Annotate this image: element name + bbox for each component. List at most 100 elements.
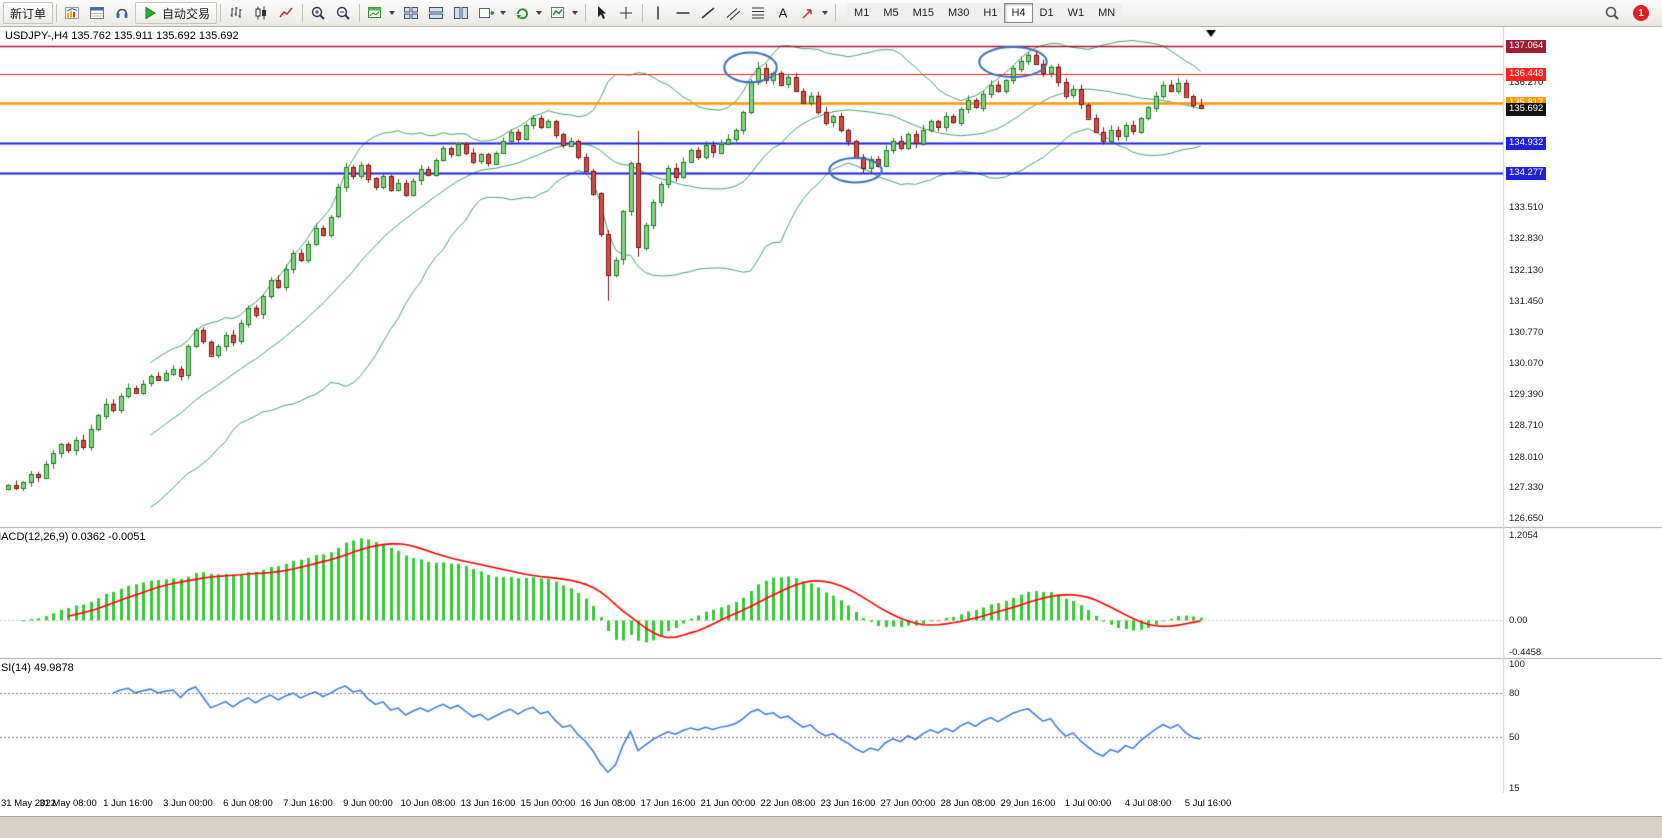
vertical-line-button[interactable] (646, 2, 671, 24)
timeframe-M30[interactable]: M30 (941, 3, 977, 23)
macd-scale-label: 1.2054 (1509, 530, 1539, 541)
crosshair-button[interactable] (614, 2, 639, 24)
time-label: 13 Jun 16:00 (460, 798, 516, 809)
chart-canvas[interactable] (0, 26, 1662, 838)
rsi-scale-label: 80 (1509, 688, 1520, 700)
time-label: 5 Jul 16:00 (1184, 798, 1232, 809)
price-axis[interactable]: 136.995 136.270 133.510 132.830 132.130 131.4… (1503, 26, 1662, 794)
timeframe-M5[interactable]: M5 (876, 3, 906, 23)
horizontal-line-button[interactable] (671, 2, 696, 24)
candles-chart-button[interactable] (249, 2, 274, 24)
rsi-scale-label: 100 (1509, 659, 1525, 670)
toolbar-separator (359, 4, 361, 22)
price-tick-label: 128.710 (1509, 419, 1544, 431)
toolbar-separator (585, 4, 587, 22)
dropdown-caret-icon (572, 11, 579, 15)
time-label: 21 Jun 00:00 (700, 798, 756, 809)
cursor-icon (593, 5, 610, 21)
horizontal-line-icon (675, 5, 692, 21)
autotrading-button-label: 自动交易 (162, 6, 211, 21)
dropdown-caret-icon (822, 11, 829, 15)
time-label: 7 Jun 16:00 (283, 798, 333, 809)
timeframe-MN[interactable]: MN (1091, 3, 1123, 23)
toolbar-right: 1 (1600, 2, 1659, 24)
autotrading-button[interactable]: 自动交易 (135, 2, 218, 24)
text-button[interactable]: A (771, 2, 796, 24)
bars-chart-icon (228, 5, 245, 21)
price-tick-label: 133.510 (1509, 202, 1544, 214)
time-label: 31 May 2022 (1, 798, 56, 809)
time-label: 1 Jul 00:00 (1064, 798, 1112, 809)
window-bottom-edge (0, 816, 1662, 838)
data-window-button[interactable] (85, 2, 110, 24)
timeframe-D1[interactable]: D1 (1032, 3, 1061, 23)
notification-badge[interactable]: 1 (1633, 5, 1649, 21)
tile-horizontal-icon (428, 5, 445, 21)
candles-chart-icon (253, 5, 270, 21)
new-chart-button[interactable] (363, 2, 399, 24)
toolbar-separator (56, 4, 58, 22)
price-tick-label: 126.650 (1509, 513, 1544, 525)
timeframe-M1[interactable]: M1 (847, 3, 877, 23)
price-tick-label: 127.330 (1509, 482, 1544, 494)
zoom-out-button[interactable] (331, 2, 356, 24)
auto-scroll-button[interactable] (510, 2, 546, 24)
dropdown-caret-icon (389, 11, 396, 15)
time-axis[interactable]: 31 May 2022 31 May 08:00 1 Jun 16:00 3 Jun … (0, 793, 1662, 816)
price-tick-label: 132.830 (1509, 233, 1544, 245)
arrows-button[interactable] (796, 2, 832, 24)
price-tick-label: 136.995 (1509, 44, 1544, 56)
indicators-icon (550, 5, 567, 21)
new-order-button[interactable]: 新订单 (3, 2, 54, 24)
tile-vertical-button[interactable] (449, 2, 474, 24)
tile-vertical-icon (453, 5, 470, 21)
time-label: 4 Jul 08:00 (1124, 798, 1172, 809)
price-tick-label: 132.130 (1509, 264, 1544, 276)
bars-chart-button[interactable] (224, 2, 249, 24)
time-label: 9 Jun 00:00 (343, 798, 393, 809)
tile-windows-button[interactable] (399, 2, 424, 24)
rsi-scale-label: 50 (1509, 731, 1520, 743)
search-button[interactable] (1600, 2, 1625, 24)
cursor-button[interactable] (589, 2, 614, 24)
toolbar-separator (220, 4, 222, 22)
timeframe-W1[interactable]: W1 (1060, 3, 1092, 23)
trendline-button[interactable] (696, 2, 721, 24)
macd-scale-label: 0.00 (1509, 615, 1528, 627)
zoom-in-icon (310, 5, 327, 21)
timeframe-H1[interactable]: H1 (976, 3, 1005, 23)
fibonacci-button[interactable] (746, 2, 771, 24)
time-label: 1 Jun 16:00 (103, 798, 153, 809)
play-icon (142, 5, 159, 21)
channel-button[interactable] (721, 2, 746, 24)
price-tick-label: 136.270 (1509, 77, 1544, 89)
line-chart-button[interactable] (274, 2, 299, 24)
time-label: 27 Jun 00:00 (880, 798, 936, 809)
dropdown-caret-icon (536, 11, 543, 15)
terminal-button[interactable] (110, 2, 135, 24)
timeframe-M15[interactable]: M15 (905, 3, 941, 23)
zoom-in-button[interactable] (306, 2, 331, 24)
time-label: 17 Jun 16:00 (640, 798, 696, 809)
price-line-badge: 135.817 (1506, 96, 1547, 110)
tile-horizontal-button[interactable] (424, 2, 449, 24)
data-window-icon (89, 5, 106, 21)
time-label: 16 Jun 08:00 (580, 798, 636, 809)
price-tick-label: 131.450 (1509, 295, 1544, 307)
price-tick-label: 128.010 (1509, 451, 1544, 463)
price-line-badge: 137.064 (1506, 40, 1547, 54)
toolbar: 新订单 自动交易 A M1 M5 M15 M30 H1 H4 D1 W1 MN 1 (0, 0, 1662, 27)
chart-shift-button[interactable] (474, 2, 510, 24)
toolbar-separator (302, 4, 304, 22)
text-icon: A (775, 5, 792, 21)
time-label: 31 May 08:00 (39, 798, 97, 809)
new-chart-icon (367, 5, 384, 21)
market-watch-button[interactable] (60, 2, 85, 24)
time-label: 10 Jun 08:00 (400, 798, 456, 809)
vertical-line-icon (650, 5, 667, 21)
timeframe-H4[interactable]: H4 (1004, 3, 1033, 23)
tile-windows-icon (403, 5, 420, 21)
indicators-button[interactable] (546, 2, 582, 24)
terminal-icon (114, 5, 131, 21)
